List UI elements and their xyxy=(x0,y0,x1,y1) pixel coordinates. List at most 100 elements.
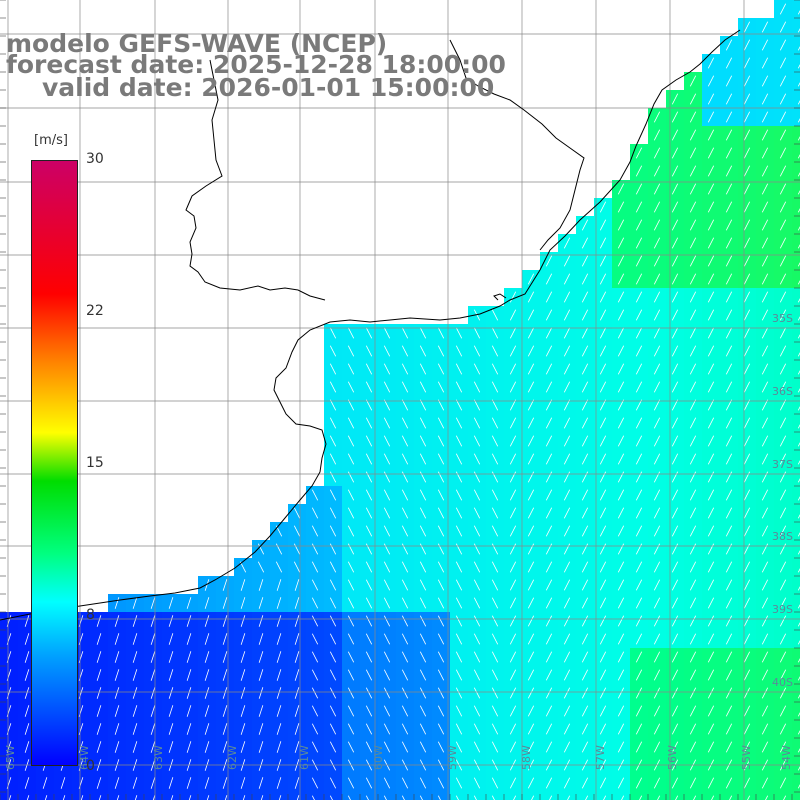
wind-arrow xyxy=(455,561,463,573)
wind-arrow xyxy=(761,165,769,177)
wind-arrow xyxy=(329,543,337,555)
wind-arrow xyxy=(779,237,787,249)
wind-arrow xyxy=(761,453,769,465)
wind-arrow xyxy=(96,777,102,789)
wind-arrow xyxy=(707,111,715,123)
wind-arrow xyxy=(168,705,174,717)
wind-arrow xyxy=(797,478,800,483)
wind-arrow xyxy=(491,777,499,789)
wind-arrow xyxy=(653,453,661,465)
wind-arrow xyxy=(563,489,571,501)
wind-arrow xyxy=(437,507,445,519)
river-plate-inner-coast xyxy=(493,293,507,301)
wind-arrow xyxy=(473,525,481,537)
wind-arrow xyxy=(725,309,733,321)
wind-arrow xyxy=(707,183,715,195)
wind-arrow xyxy=(779,453,787,465)
wind-arrow xyxy=(96,741,102,753)
wind-arrow xyxy=(365,471,373,483)
wind-arrow xyxy=(743,741,751,753)
wind-arrow xyxy=(473,741,481,753)
wind-arrow xyxy=(617,525,625,537)
wind-arrow xyxy=(383,561,391,573)
wind-arrow xyxy=(329,417,337,429)
wind-arrow xyxy=(383,687,391,699)
wind-arrow xyxy=(725,75,733,87)
wind-arrow xyxy=(743,723,751,735)
wind-arrow xyxy=(509,489,517,501)
wind-arrow xyxy=(473,345,481,357)
wind-arrow xyxy=(383,723,391,735)
wind-arrow xyxy=(473,327,481,339)
wind-arrow xyxy=(707,165,715,177)
wind-arrow xyxy=(258,741,264,753)
wind-arrow xyxy=(24,651,30,663)
wind-arrow xyxy=(491,669,499,681)
wind-arrow xyxy=(743,201,751,213)
wind-arrow xyxy=(401,615,409,627)
wind-arrow xyxy=(689,417,697,429)
wind-arrow xyxy=(383,435,391,447)
wind-arrow xyxy=(779,525,787,537)
wind-arrow xyxy=(455,723,463,735)
wind-arrow xyxy=(419,705,427,717)
longitude-label: 60W xyxy=(372,745,385,770)
wind-cell xyxy=(612,792,630,800)
wind-arrow xyxy=(743,363,751,375)
wind-arrow xyxy=(617,615,625,627)
wind-arrow xyxy=(419,723,427,735)
wind-arrow xyxy=(725,363,733,375)
wind-arrow xyxy=(707,399,715,411)
longitude-label: 56W xyxy=(666,745,679,770)
wind-arrow xyxy=(671,723,679,735)
wind-arrow xyxy=(347,345,355,357)
wind-arrow xyxy=(671,669,679,681)
wind-arrow xyxy=(563,507,571,519)
wind-arrow xyxy=(260,795,264,800)
wind-arrow xyxy=(96,705,102,717)
wind-arrow xyxy=(473,381,481,393)
wind-arrow xyxy=(797,424,800,429)
wind-arrow xyxy=(222,705,228,717)
wind-arrow xyxy=(653,489,661,501)
wind-arrow xyxy=(761,147,769,159)
wind-arrow xyxy=(761,75,769,87)
wind-arrow xyxy=(365,561,373,573)
wind-arrow xyxy=(779,129,787,141)
wind-arrow xyxy=(545,291,553,303)
wind-arrow xyxy=(635,723,643,735)
wind-arrow xyxy=(455,543,463,555)
wind-arrow xyxy=(761,597,769,609)
wind-arrow xyxy=(657,795,661,800)
wind-arrow xyxy=(276,651,282,663)
wind-arrow xyxy=(689,453,697,465)
wind-arrow xyxy=(671,345,679,357)
wind-arrow xyxy=(671,129,679,141)
wind-arrow xyxy=(383,615,391,627)
wind-arrow xyxy=(779,147,787,159)
wind-arrow xyxy=(653,687,661,699)
wind-cell xyxy=(792,468,800,486)
wind-arrow xyxy=(635,507,643,519)
wind-arrow xyxy=(365,453,373,465)
wind-arrow xyxy=(347,399,355,411)
wind-arrow xyxy=(743,417,751,429)
wind-arrow xyxy=(653,309,661,321)
wind-arrow xyxy=(671,327,679,339)
wind-arrow xyxy=(401,633,409,645)
wind-arrow xyxy=(635,579,643,591)
wind-arrow xyxy=(150,777,156,789)
wind-arrow xyxy=(116,795,120,800)
wind-arrow xyxy=(186,633,192,645)
wind-arrow xyxy=(797,118,800,123)
wind-arrow xyxy=(168,723,174,735)
wind-arrow xyxy=(581,489,589,501)
wind-arrow xyxy=(455,615,463,627)
wind-arrow xyxy=(294,633,300,645)
wind-arrow xyxy=(347,705,355,717)
wind-arrow xyxy=(761,633,769,645)
wind-arrow xyxy=(473,543,481,555)
wind-arrow xyxy=(797,586,800,591)
wind-arrow xyxy=(563,291,571,303)
wind-arrow xyxy=(761,381,769,393)
